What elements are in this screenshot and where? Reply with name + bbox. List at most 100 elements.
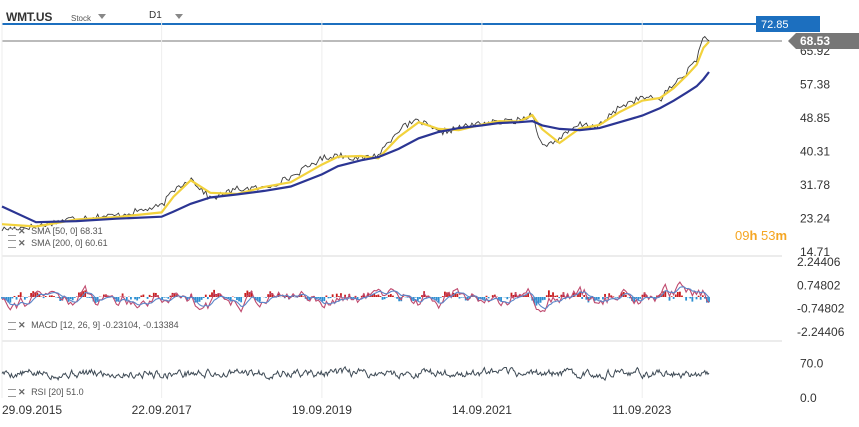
macd-bar <box>676 291 679 297</box>
macd-bar <box>639 297 642 299</box>
macd-bar <box>323 297 326 302</box>
legend-sma50-label: SMA <box>31 226 51 236</box>
macd-bar <box>604 293 606 297</box>
remove-icon[interactable]: ✕ <box>18 226 26 236</box>
settings-icon[interactable] <box>8 321 16 330</box>
macd-bar <box>583 295 586 297</box>
macd-bar <box>271 293 274 297</box>
macd-bar <box>664 290 667 297</box>
x-tick-label: 14.09.2021 <box>452 403 512 417</box>
macd-bar <box>26 297 28 298</box>
symbol-label[interactable]: WMT.US <box>6 10 53 24</box>
macd-bar <box>703 297 706 299</box>
macd-bar <box>317 297 319 299</box>
last-price-label: 68.53 <box>800 34 830 48</box>
macd-bar <box>331 294 334 297</box>
macd-bar <box>321 297 324 302</box>
macd-bar <box>342 297 344 298</box>
macd-pane[interactable] <box>1 281 710 313</box>
macd-bar <box>668 297 671 301</box>
macd-bar <box>223 297 226 300</box>
macd-bar <box>69 297 72 299</box>
macd-bar <box>65 297 68 300</box>
macd-bar <box>518 294 521 297</box>
series-macd[interactable] <box>1 281 710 313</box>
macd-bar <box>491 295 494 297</box>
x-tick-label: 11.09.2023 <box>612 403 671 417</box>
macd-bar <box>637 297 640 301</box>
macd-bar <box>34 292 37 297</box>
macd-bar <box>606 297 609 299</box>
legend-sma200-params: [200, 0] <box>52 238 83 248</box>
series-price[interactable] <box>1 35 710 232</box>
macd-bar <box>367 293 369 297</box>
legend-sma200[interactable]: ✕ SMA [200, 0] 60.61 <box>8 238 108 249</box>
macd-bar <box>142 294 145 297</box>
macd-bar <box>614 297 617 298</box>
macd-bar <box>620 292 623 297</box>
settings-icon[interactable] <box>8 239 16 248</box>
macd-bar <box>419 297 421 299</box>
rsi-y-tick-label: 0.0 <box>800 391 817 405</box>
macd-bar <box>38 294 41 297</box>
macd-bar <box>373 293 376 297</box>
macd-bar <box>117 297 120 302</box>
timeframe-dropdown-icon[interactable] <box>175 14 183 19</box>
macd-bar <box>15 297 18 300</box>
macd-bar <box>161 297 164 300</box>
macd-bar <box>150 296 153 297</box>
macd-bar <box>533 297 536 304</box>
legend-rsi[interactable]: ✕ RSI [20] 51.0 <box>8 387 84 398</box>
macd-bar <box>94 297 97 304</box>
macd-bar <box>670 296 673 297</box>
macd-bar <box>84 290 87 297</box>
series-rsi[interactable] <box>1 365 710 382</box>
macd-y-tick-label: -0.74802 <box>797 302 845 316</box>
macd-bar <box>71 297 74 301</box>
legend-sma50[interactable]: ✕ SMA [50, 0] 68.31 <box>8 226 103 237</box>
remove-icon[interactable]: ✕ <box>18 238 26 248</box>
macd-bar <box>691 297 694 302</box>
macd-bar <box>13 295 16 297</box>
macd-bar <box>552 292 554 297</box>
countdown-hours-unit: h <box>749 228 758 243</box>
gridlines <box>1 20 782 398</box>
macd-bar <box>9 297 12 303</box>
macd-bar <box>352 297 355 298</box>
symbol-dropdown-icon[interactable] <box>98 14 106 19</box>
level-price-tag[interactable] <box>756 16 820 32</box>
y-tick-label: 23.24 <box>800 212 830 226</box>
macd-bar <box>3 297 5 298</box>
macd-bar <box>80 292 82 297</box>
macd-bar <box>624 294 627 297</box>
macd-bar <box>138 297 141 299</box>
settings-icon[interactable] <box>8 227 16 236</box>
x-axis: 29.09.2015 22.09.2017 19.09.2019 14.09.2021… <box>2 403 672 417</box>
series-sma200[interactable] <box>1 71 710 224</box>
price-pane[interactable] <box>1 35 710 232</box>
macd-bar <box>439 297 442 298</box>
timeframe-label[interactable]: D1 <box>149 10 162 21</box>
macd-bar <box>238 297 240 302</box>
series-macd-signal[interactable] <box>1 286 710 310</box>
macd-bar <box>44 296 47 297</box>
legend-sma200-label: SMA <box>31 238 51 248</box>
settings-icon[interactable] <box>8 388 16 397</box>
macd-bar <box>500 297 502 302</box>
rsi-pane[interactable] <box>1 365 710 382</box>
remove-icon[interactable]: ✕ <box>18 387 26 397</box>
y-tick-label: 48.85 <box>800 111 830 125</box>
macd-bar <box>396 297 398 299</box>
macd-bar <box>167 297 170 299</box>
series-sma50[interactable] <box>1 41 710 228</box>
remove-icon[interactable]: ✕ <box>18 320 26 330</box>
macd-bar <box>635 297 638 299</box>
macd-bar <box>140 295 143 297</box>
last-price-tag[interactable] <box>788 32 859 49</box>
macd-bar <box>36 292 39 297</box>
macd-bar <box>414 297 417 298</box>
legend-macd[interactable]: ✕ MACD [12, 26, 9] -0.23104, -0.13384 <box>8 320 179 331</box>
x-tick-label: 29.09.2015 <box>2 403 62 417</box>
macd-bar <box>375 295 378 297</box>
macd-bar <box>244 292 247 297</box>
